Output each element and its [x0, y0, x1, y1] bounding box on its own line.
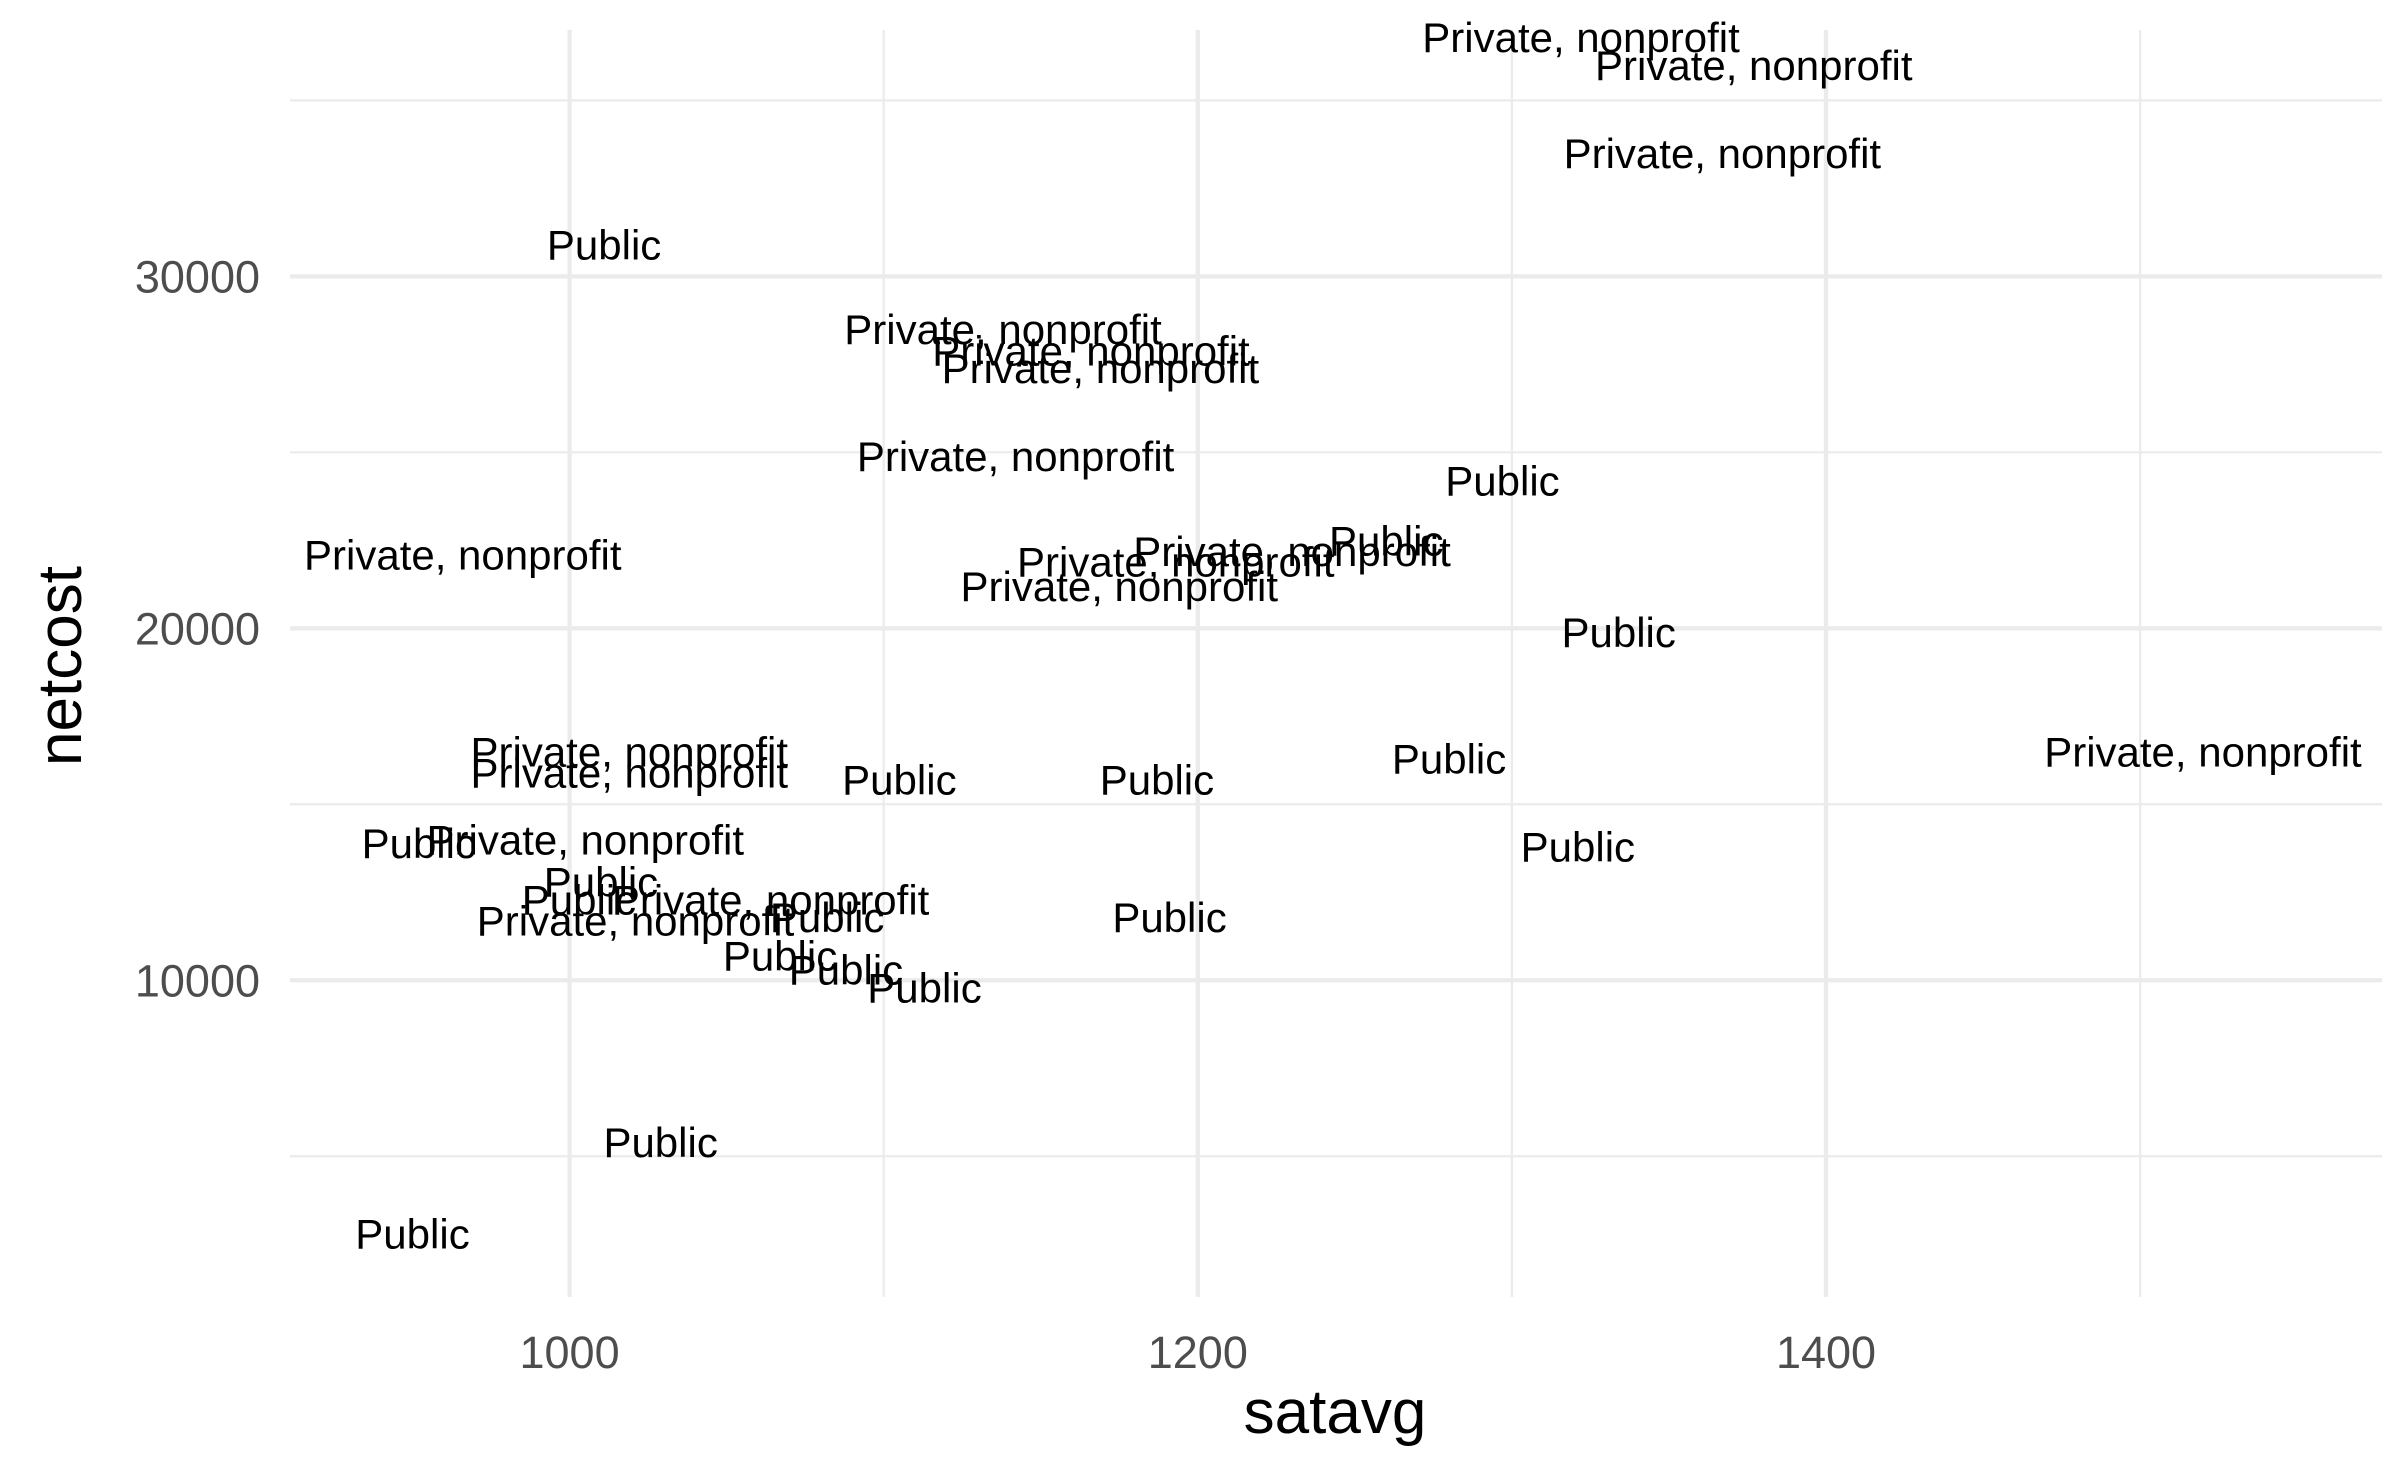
point-label: Public [770, 894, 884, 941]
point-label: Private, nonprofit [961, 563, 1279, 610]
major-gridlines [290, 30, 2382, 1297]
point-label: Public [355, 1211, 469, 1258]
point-label: Public [867, 964, 981, 1011]
point-label: Public [1445, 457, 1559, 504]
x-tick-label: 1000 [520, 1327, 620, 1378]
point-label: Public [789, 947, 903, 994]
y-axis-tick-labels: 10000 20000 30000 [135, 251, 260, 1006]
point-label: Private, nonprofit [304, 531, 622, 578]
point-label: Public [603, 1119, 717, 1166]
point-label: Public [1521, 824, 1635, 871]
x-tick-label: 1400 [1776, 1327, 1876, 1378]
point-label: Private, nonprofit [1595, 42, 1913, 89]
point-label: Public [1561, 609, 1675, 656]
point-label: Public [1329, 517, 1443, 564]
point-label: Private, nonprofit [1422, 14, 1740, 61]
point-label: Private, nonprofit [1133, 528, 1451, 575]
y-tick-label: 20000 [135, 603, 260, 654]
x-axis-title: satavg [1244, 1378, 1427, 1447]
point-label: Public [1100, 757, 1214, 804]
point-label: Public [1392, 736, 1506, 783]
point-label: Private, nonprofit [2044, 728, 2362, 775]
point-label: Public [362, 820, 476, 867]
point-label: Private, nonprofit [942, 345, 1260, 392]
point-label: Private, nonprofit [1017, 538, 1335, 585]
y-tick-label: 10000 [135, 955, 260, 1006]
point-label: Private, nonprofit [477, 897, 795, 944]
point-label: Private, nonprofit [932, 327, 1250, 374]
point-label: Public [723, 933, 837, 980]
y-axis-title: netcost [26, 566, 95, 766]
minor-gridlines [290, 30, 2382, 1297]
point-label: Private, nonprofit [857, 433, 1175, 480]
point-label: Private, nonprofit [844, 306, 1162, 353]
y-tick-label: 30000 [135, 251, 260, 302]
point-label: Public [547, 222, 661, 269]
point-label: Private, nonprofit [1564, 130, 1882, 177]
point-label: Public [842, 757, 956, 804]
point-label: Public [522, 876, 636, 923]
point-label: Private, nonprofit [470, 750, 788, 797]
point-label: Private, nonprofit [470, 728, 788, 775]
x-axis-tick-labels: 1000 1200 1400 [520, 1327, 1877, 1378]
point-label: Private, nonprofit [612, 876, 930, 923]
point-label: Public [544, 859, 658, 906]
point-label: Private, nonprofit [427, 816, 745, 863]
point-label: Public [1112, 894, 1226, 941]
x-tick-label: 1200 [1148, 1327, 1248, 1378]
